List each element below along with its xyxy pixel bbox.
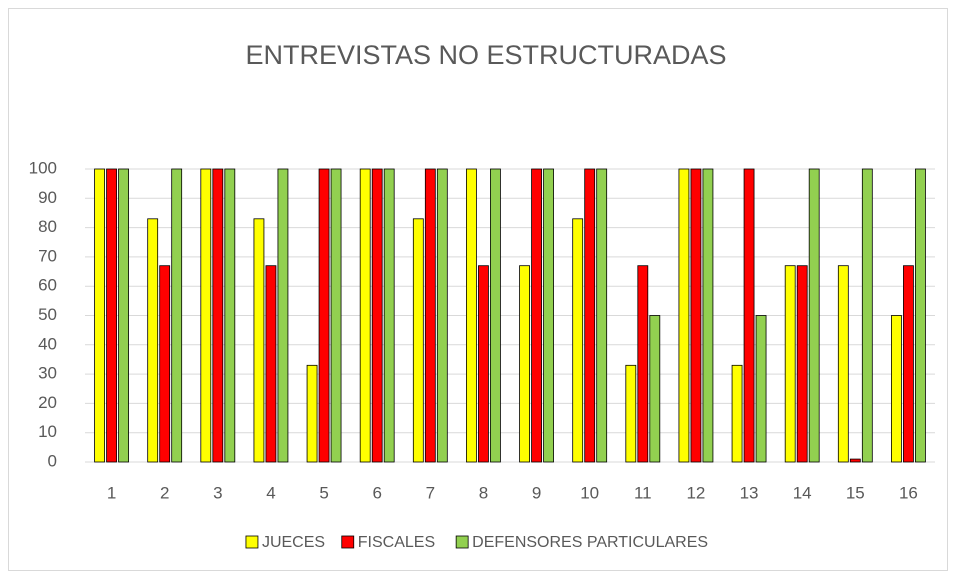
bar [359,168,371,463]
bar [306,364,318,463]
bar [584,168,596,463]
bar [903,265,914,463]
bar [731,364,743,463]
x-tick-label: 14 [793,483,812,502]
bar [277,168,289,463]
bar [519,265,530,463]
bar [371,168,383,463]
bar [490,168,501,463]
bar [318,168,330,463]
legend-label: FISCALES [358,534,435,551]
bar [383,168,395,463]
bar [94,168,105,463]
y-tick-label: 0 [48,451,57,470]
y-tick-label: 100 [29,158,57,177]
bar [637,265,649,463]
x-tick-label: 9 [532,483,541,502]
bar [849,458,861,463]
bar [265,265,277,463]
bar [891,315,902,463]
bar [861,168,873,463]
y-tick-label: 90 [38,188,57,207]
x-tick-label: 15 [846,483,865,502]
bar [543,168,554,463]
bar [743,168,755,463]
y-tick-label: 70 [38,246,57,265]
bar [572,218,584,463]
bar [147,218,159,463]
bar [412,218,424,463]
bar [796,265,808,463]
legend-label: JUECES [262,534,325,551]
bar [702,168,714,463]
bar [171,168,183,463]
x-tick-label: 1 [107,483,116,502]
x-tick-label: 5 [319,483,328,502]
x-tick-label: 4 [266,483,275,502]
bar [466,168,477,463]
bar [649,315,661,463]
y-tick-label: 40 [38,334,57,353]
bar [596,168,608,463]
y-tick-label: 80 [38,217,57,236]
bar [253,218,265,463]
bar [784,265,796,463]
bar [118,168,129,463]
x-tick-label: 2 [160,483,169,502]
x-tick-label: 8 [479,483,488,502]
bar [159,265,171,463]
bar [330,168,342,463]
legend-swatch [245,535,259,549]
x-tick-label: 7 [426,483,435,502]
y-tick-label: 60 [38,276,57,295]
bar [837,265,849,463]
legend-swatch [455,535,469,549]
bar [755,315,767,463]
bar [690,168,702,463]
bar [625,364,637,463]
bar [200,168,212,463]
x-tick-label: 16 [899,483,918,502]
x-tick-label: 11 [634,483,652,502]
y-tick-label: 10 [38,422,57,441]
bar [424,168,436,463]
bar [531,168,542,463]
x-tick-label: 3 [213,483,222,502]
y-tick-label: 30 [38,364,57,383]
x-tick-label: 12 [686,483,705,502]
x-tick-label: 6 [372,483,381,502]
bar [678,168,690,463]
bar [478,265,489,463]
bar [224,168,236,463]
x-tick-label: 10 [580,483,599,502]
x-tick-label: 13 [740,483,759,502]
chart-title: ENTREVISTAS NO ESTRUCTURADAS [245,40,726,70]
bar [212,168,224,463]
legend-label: DEFENSORES PARTICULARES [472,534,708,551]
bar [808,168,820,463]
bar [915,168,926,463]
y-tick-label: 50 [38,305,57,324]
bar [106,168,117,463]
y-tick-label: 20 [38,393,57,412]
bar [436,168,448,463]
legend-swatch [341,535,355,549]
